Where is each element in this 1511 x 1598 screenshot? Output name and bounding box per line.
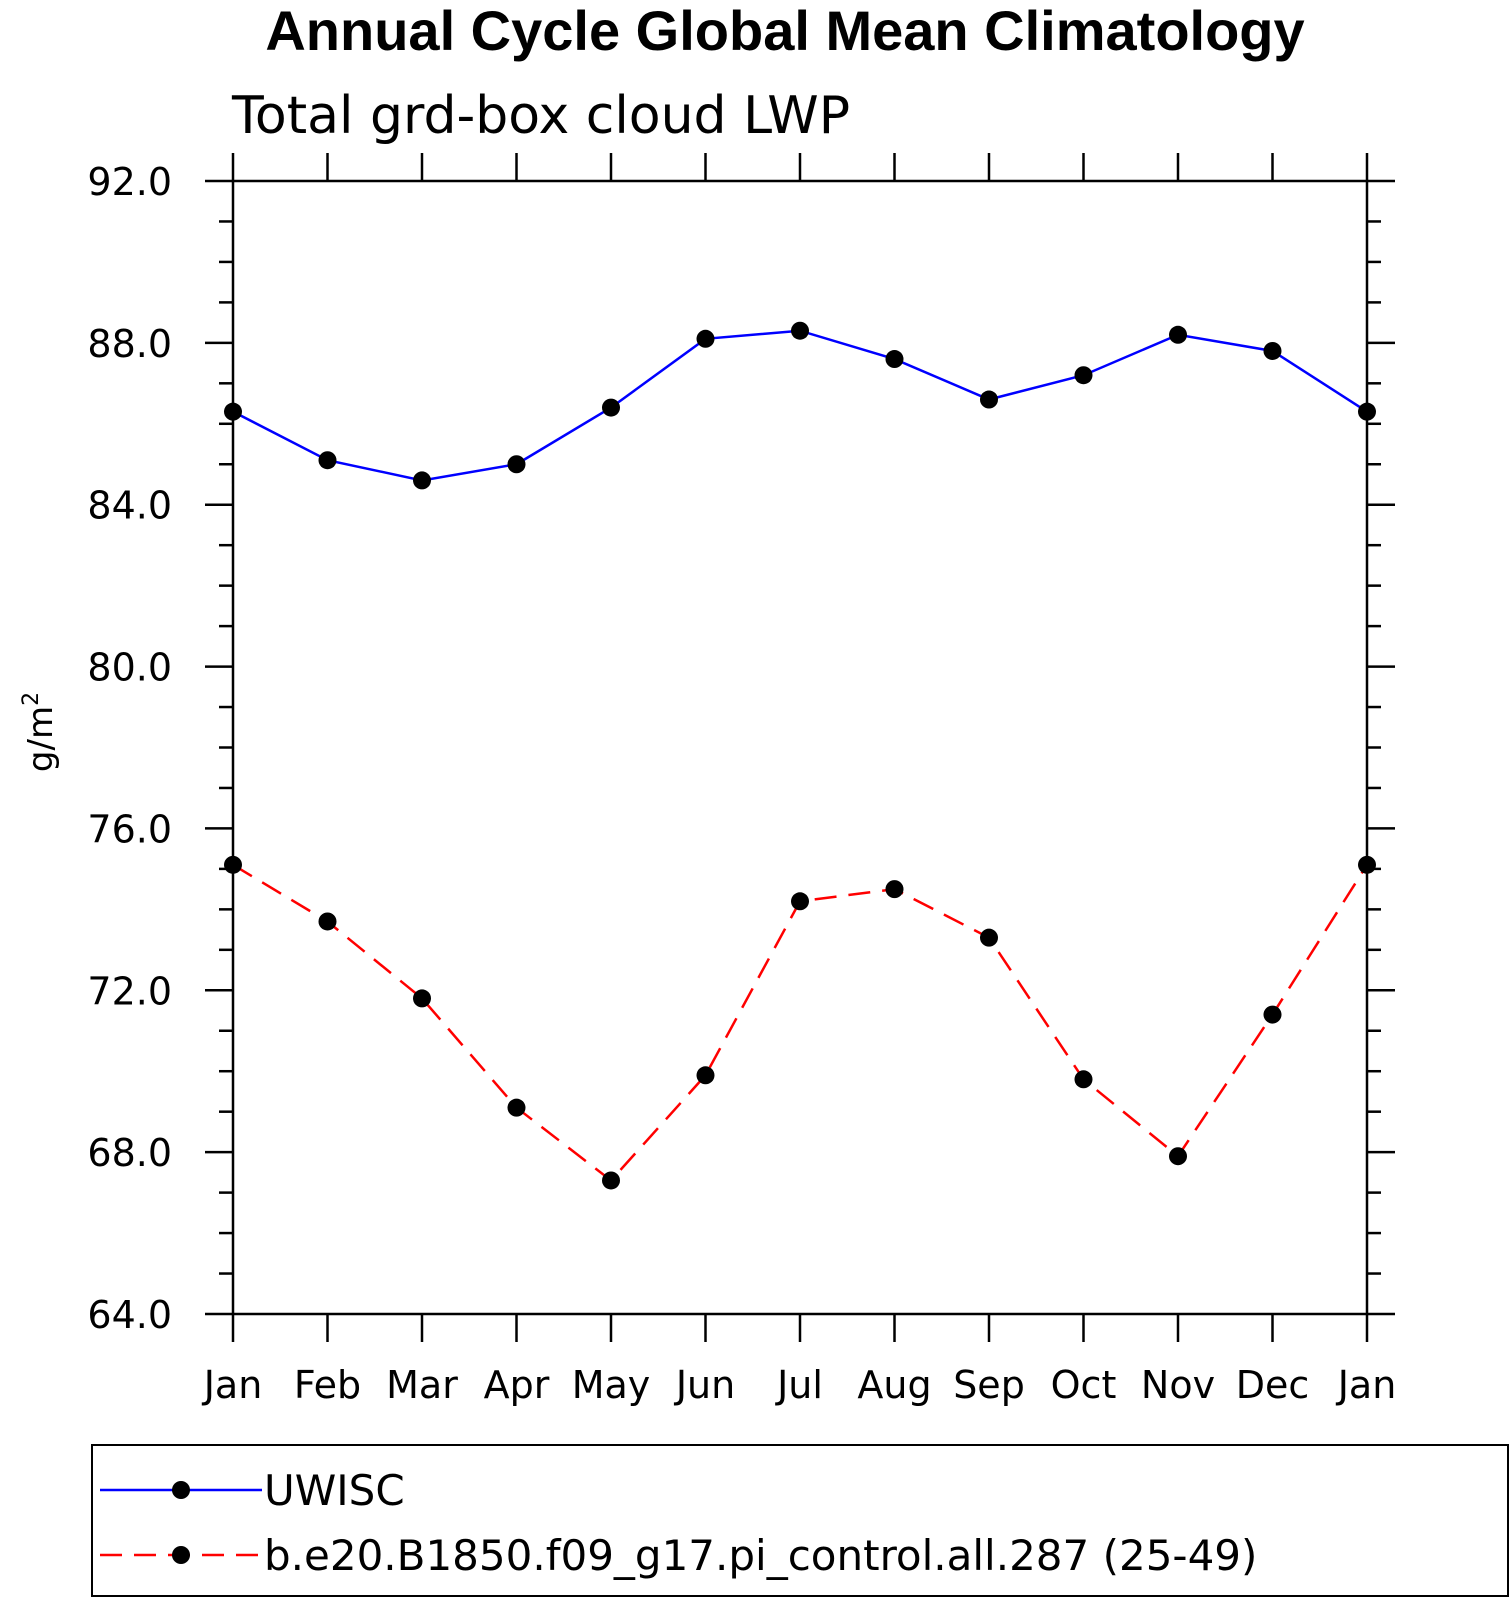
series-1-point bbox=[696, 329, 715, 348]
y-tick-label: 80.0 bbox=[87, 646, 172, 690]
series-2-point bbox=[1263, 1005, 1282, 1024]
legend-label-2: b.e20.B1850.f09_g17.pi_control.all.287 (… bbox=[264, 1531, 1257, 1580]
series-2-point bbox=[413, 989, 431, 1008]
x-tick-label: Nov bbox=[1141, 1363, 1215, 1407]
series-2-point bbox=[1358, 855, 1376, 874]
legend-marker-1 bbox=[172, 1481, 190, 1499]
series-2-point bbox=[791, 892, 809, 911]
series-2-point bbox=[1074, 1070, 1093, 1089]
x-tick-label: Jan bbox=[1336, 1363, 1397, 1407]
series-1-point bbox=[224, 402, 242, 421]
x-tick-label: Feb bbox=[294, 1363, 361, 1407]
legend: UWISC b.e20.B1850.f09_g17.pi_control.all.… bbox=[91, 1444, 1509, 1597]
y-tick-label: 84.0 bbox=[87, 484, 172, 528]
x-tick-label: Jan bbox=[202, 1363, 263, 1407]
series-1-point bbox=[507, 455, 526, 474]
chart-title: Annual Cycle Global Mean Climatology bbox=[265, 0, 1304, 62]
x-tick-labels: Jan Feb Mar Apr May Jun Jul Aug Sep Oct Nov Dec Jan bbox=[202, 1363, 1397, 1407]
y-tick-label: 64.0 bbox=[87, 1293, 172, 1337]
x-tick-label: Aug bbox=[857, 1363, 931, 1407]
svg-text:g/m2: g/m2 bbox=[19, 692, 61, 772]
legend-label-1: UWISC bbox=[264, 1466, 405, 1515]
series-layer bbox=[224, 321, 1376, 1190]
chart-subtitle: Total grd-box cloud LWP bbox=[231, 86, 850, 146]
y-tick-label: 72.0 bbox=[87, 969, 172, 1013]
x-tick-label: Jun bbox=[674, 1363, 735, 1407]
series-1-point bbox=[1169, 325, 1187, 344]
series-2-point bbox=[980, 928, 998, 947]
y-axis-label-base: g/m bbox=[21, 706, 61, 772]
y-tick-label: 76.0 bbox=[87, 807, 172, 851]
series-2-point bbox=[1169, 1147, 1187, 1166]
y-tick-label: 88.0 bbox=[87, 322, 172, 366]
series-2-point bbox=[885, 880, 904, 899]
series-1-point bbox=[413, 471, 431, 490]
y-axis-label: g/m2 bbox=[19, 692, 61, 772]
series-2-point bbox=[507, 1098, 526, 1117]
series-1-point bbox=[791, 321, 809, 340]
y-tick-label: 68.0 bbox=[87, 1131, 172, 1175]
series-line-2 bbox=[232, 863, 1369, 1183]
series-1-point bbox=[318, 451, 337, 470]
series-2-point bbox=[696, 1066, 715, 1085]
series-1-point bbox=[1263, 341, 1282, 360]
x-tick-label: Sep bbox=[953, 1363, 1025, 1407]
x-tick-label: Jul bbox=[775, 1363, 823, 1407]
series-1-point bbox=[1074, 366, 1093, 385]
legend-box bbox=[91, 1444, 1509, 1597]
series-line-1 bbox=[232, 329, 1368, 482]
series-1-point bbox=[602, 398, 620, 417]
y-tick-label: 92.0 bbox=[87, 160, 172, 204]
legend-entries: UWISC b.e20.B1850.f09_g17.pi_control.all.… bbox=[100, 1466, 1257, 1580]
series-1-point bbox=[1358, 402, 1376, 421]
series-2-point bbox=[602, 1171, 620, 1190]
plot-frame bbox=[231, 179, 1369, 1316]
series-2-point bbox=[224, 855, 242, 874]
series-1-point bbox=[980, 390, 998, 409]
y-tick-labels: 64.0 68.0 72.0 76.0 80.0 84.0 88.0 92.0 bbox=[87, 160, 172, 1337]
x-tick-label: Oct bbox=[1051, 1363, 1117, 1407]
legend-marker-2 bbox=[172, 1546, 190, 1564]
y-axis-label-superscript: 2 bbox=[19, 692, 44, 706]
x-tick-label: Mar bbox=[386, 1363, 458, 1407]
x-tick-label: Apr bbox=[484, 1363, 550, 1407]
x-tick-label: May bbox=[572, 1363, 651, 1407]
x-tick-label: Dec bbox=[1236, 1363, 1310, 1407]
series-2-point bbox=[318, 912, 337, 931]
series-1-point bbox=[885, 350, 904, 369]
